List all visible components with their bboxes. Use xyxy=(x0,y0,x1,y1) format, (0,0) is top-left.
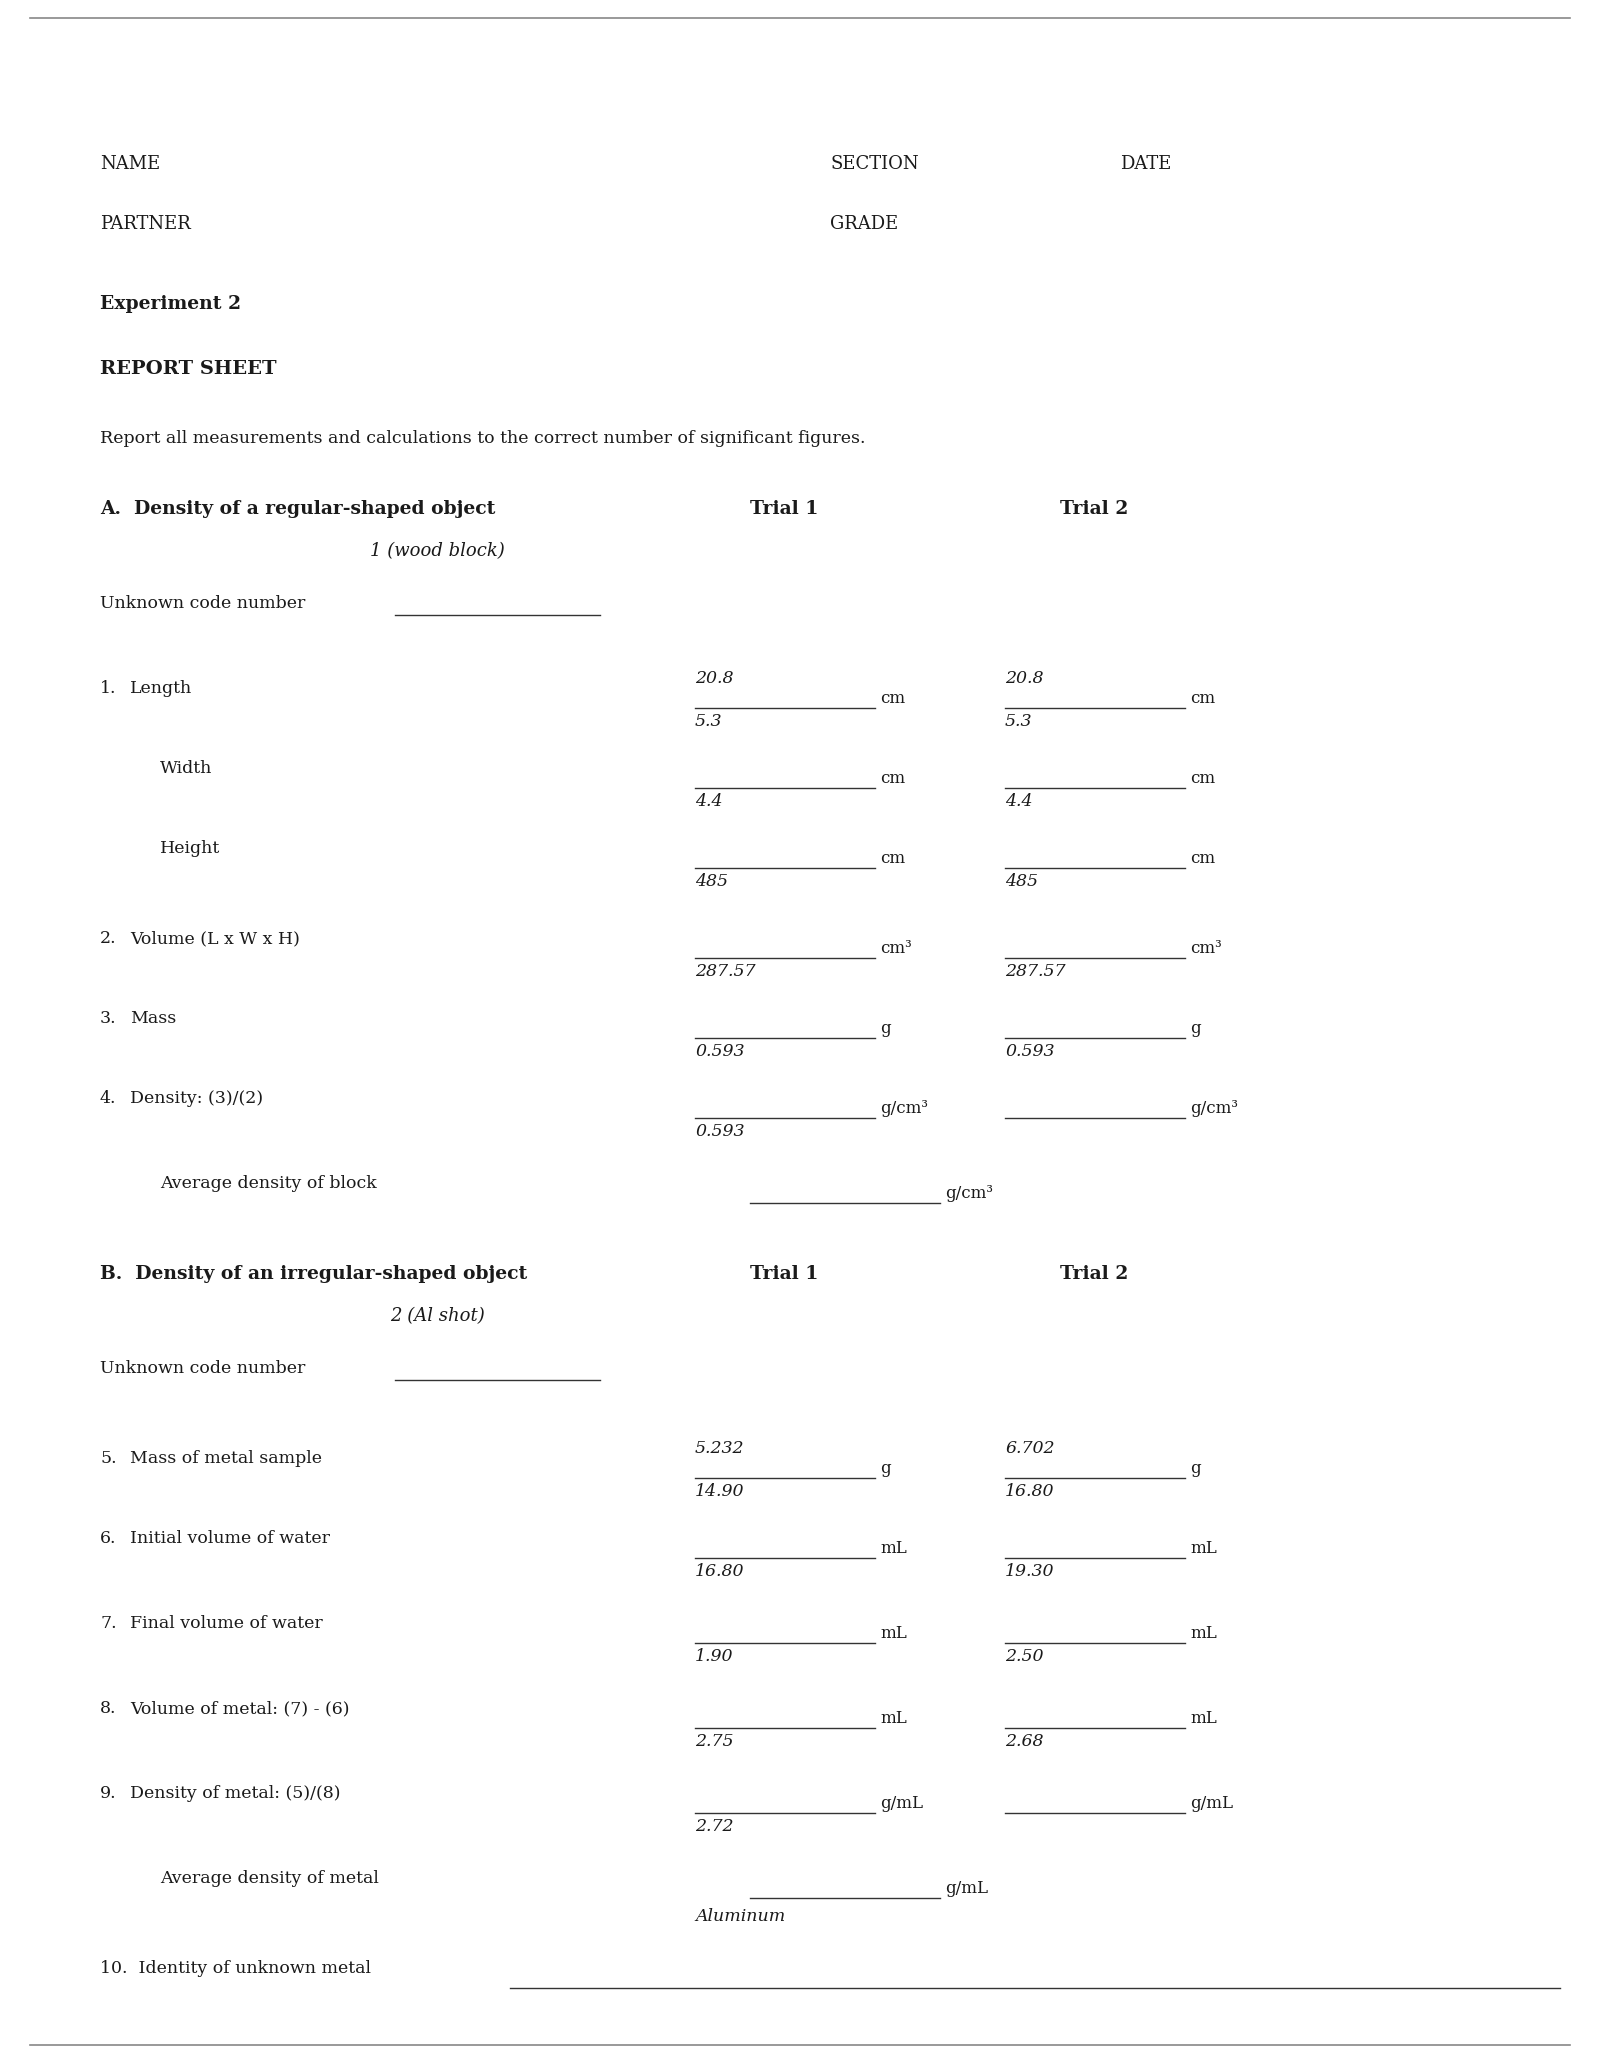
Text: Length: Length xyxy=(130,681,192,698)
Text: DATE: DATE xyxy=(1120,155,1171,174)
Text: Trial 2: Trial 2 xyxy=(1059,501,1128,518)
Text: 4.: 4. xyxy=(99,1091,117,1107)
Text: 1.90: 1.90 xyxy=(694,1648,733,1664)
Text: 2 (Al shot): 2 (Al shot) xyxy=(390,1306,485,1325)
Text: mL: mL xyxy=(1190,1540,1216,1557)
Text: Trial 1: Trial 1 xyxy=(750,1265,818,1283)
Text: Experiment 2: Experiment 2 xyxy=(99,296,242,313)
Text: PARTNER: PARTNER xyxy=(99,215,190,234)
Text: SECTION: SECTION xyxy=(830,155,918,174)
Text: 6.: 6. xyxy=(99,1530,117,1546)
Text: 10.  Identity of unknown metal: 10. Identity of unknown metal xyxy=(99,1960,371,1977)
Text: g: g xyxy=(1190,1459,1200,1478)
Text: cm: cm xyxy=(880,689,906,708)
Text: Density: (3)/(2): Density: (3)/(2) xyxy=(130,1091,262,1107)
Text: mL: mL xyxy=(1190,1625,1216,1642)
Text: 2.50: 2.50 xyxy=(1005,1648,1043,1664)
Text: Density of metal: (5)/(8): Density of metal: (5)/(8) xyxy=(130,1784,341,1803)
Text: g/mL: g/mL xyxy=(1190,1795,1234,1811)
Text: 2.72: 2.72 xyxy=(694,1817,733,1834)
Text: mL: mL xyxy=(1190,1710,1216,1726)
Text: 287.57: 287.57 xyxy=(694,963,755,979)
Text: mL: mL xyxy=(880,1540,907,1557)
Text: Average density of block: Average density of block xyxy=(160,1176,376,1192)
Text: 20.8: 20.8 xyxy=(694,671,733,687)
Text: NAME: NAME xyxy=(99,155,160,174)
Text: cm: cm xyxy=(880,770,906,787)
Text: g/cm³: g/cm³ xyxy=(880,1099,928,1118)
Text: Initial volume of water: Initial volume of water xyxy=(130,1530,330,1546)
Text: g/cm³: g/cm³ xyxy=(1190,1099,1238,1118)
Text: 5.3: 5.3 xyxy=(1005,712,1032,731)
Text: 20.8: 20.8 xyxy=(1005,671,1043,687)
Text: 0.593: 0.593 xyxy=(694,1124,744,1141)
Text: Final volume of water: Final volume of water xyxy=(130,1615,323,1631)
Text: Trial 2: Trial 2 xyxy=(1059,1265,1128,1283)
Text: Trial 1: Trial 1 xyxy=(750,501,818,518)
Text: 1.: 1. xyxy=(99,681,117,698)
Text: g: g xyxy=(880,1021,891,1037)
Text: 7.: 7. xyxy=(99,1615,117,1631)
Text: 4.4: 4.4 xyxy=(694,793,723,809)
Text: 19.30: 19.30 xyxy=(1005,1563,1054,1579)
Text: g/mL: g/mL xyxy=(946,1880,989,1896)
Text: 8.: 8. xyxy=(99,1699,117,1716)
Text: Volume of metal: (7) - (6): Volume of metal: (7) - (6) xyxy=(130,1699,349,1716)
Text: Average density of metal: Average density of metal xyxy=(160,1869,379,1888)
Text: 485: 485 xyxy=(1005,874,1038,890)
Text: B.  Density of an irregular-shaped object: B. Density of an irregular-shaped object xyxy=(99,1265,528,1283)
Text: 485: 485 xyxy=(694,874,728,890)
Text: 5.232: 5.232 xyxy=(694,1441,744,1457)
Text: Report all measurements and calculations to the correct number of significant fi: Report all measurements and calculations… xyxy=(99,431,866,447)
Text: GRADE: GRADE xyxy=(830,215,898,234)
Text: Width: Width xyxy=(160,760,213,776)
Text: 16.80: 16.80 xyxy=(1005,1482,1054,1501)
Text: 1 (wood block): 1 (wood block) xyxy=(370,542,504,561)
Text: 5.3: 5.3 xyxy=(694,712,723,731)
Text: Height: Height xyxy=(160,840,221,857)
Text: 2.68: 2.68 xyxy=(1005,1733,1043,1749)
Text: mL: mL xyxy=(880,1710,907,1726)
Text: cm³: cm³ xyxy=(1190,940,1222,956)
Text: g/mL: g/mL xyxy=(880,1795,923,1811)
Text: 287.57: 287.57 xyxy=(1005,963,1066,979)
Text: cm³: cm³ xyxy=(880,940,912,956)
Text: Mass: Mass xyxy=(130,1010,176,1027)
Text: 14.90: 14.90 xyxy=(694,1482,744,1501)
Text: g: g xyxy=(880,1459,891,1478)
Text: 0.593: 0.593 xyxy=(694,1043,744,1060)
Text: Aluminum: Aluminum xyxy=(694,1909,786,1925)
Text: Unknown code number: Unknown code number xyxy=(99,594,306,613)
Text: A.  Density of a regular-shaped object: A. Density of a regular-shaped object xyxy=(99,501,496,518)
Text: g: g xyxy=(1190,1021,1200,1037)
Text: g/cm³: g/cm³ xyxy=(946,1184,994,1203)
Text: 2.75: 2.75 xyxy=(694,1733,733,1749)
Text: 5.: 5. xyxy=(99,1449,117,1468)
Text: mL: mL xyxy=(880,1625,907,1642)
Text: 4.4: 4.4 xyxy=(1005,793,1032,809)
Text: 6.702: 6.702 xyxy=(1005,1441,1054,1457)
Text: Volume (L x W x H): Volume (L x W x H) xyxy=(130,929,299,946)
Text: 9.: 9. xyxy=(99,1784,117,1803)
Text: Mass of metal sample: Mass of metal sample xyxy=(130,1449,322,1468)
Text: 0.593: 0.593 xyxy=(1005,1043,1054,1060)
Text: cm: cm xyxy=(880,851,906,867)
Text: cm: cm xyxy=(1190,689,1214,708)
Text: REPORT SHEET: REPORT SHEET xyxy=(99,360,277,379)
Text: cm: cm xyxy=(1190,851,1214,867)
Text: Unknown code number: Unknown code number xyxy=(99,1360,306,1377)
Text: 16.80: 16.80 xyxy=(694,1563,744,1579)
Text: cm: cm xyxy=(1190,770,1214,787)
Text: 3.: 3. xyxy=(99,1010,117,1027)
Text: 2.: 2. xyxy=(99,929,117,946)
